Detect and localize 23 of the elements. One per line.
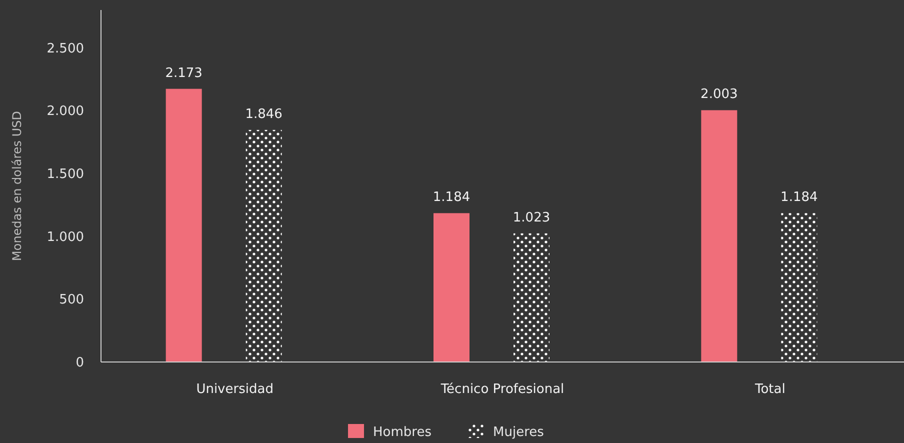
data-label: 1.184 [780, 190, 818, 206]
y-tick-label: 500 [59, 292, 84, 308]
y-tick-label: 2.500 [46, 41, 84, 56]
bar [246, 130, 282, 362]
legend-label: Mujeres [493, 425, 544, 440]
data-label: 1.846 [245, 106, 282, 122]
x-tick-label: Técnico Profesional [440, 382, 564, 397]
data-label: 2.173 [165, 66, 202, 81]
bar [514, 233, 550, 362]
x-tick-label: Total [754, 382, 786, 397]
x-tick-label: Universidad [196, 382, 274, 397]
y-axis-title: Monedas en doláres USD [10, 111, 24, 261]
data-label: 1.023 [512, 210, 550, 226]
y-tick-label: 2.000 [46, 104, 84, 120]
data-label: 1.184 [432, 190, 470, 206]
y-tick-label: 1.000 [46, 230, 84, 245]
legend-label: Hombres [373, 425, 432, 440]
y-tick-label: 0 [76, 356, 84, 371]
y-tick-label: 1.500 [46, 166, 84, 182]
data-label: 2.003 [700, 87, 738, 102]
bar [166, 88, 202, 362]
bar [701, 110, 738, 362]
bar [434, 213, 470, 362]
